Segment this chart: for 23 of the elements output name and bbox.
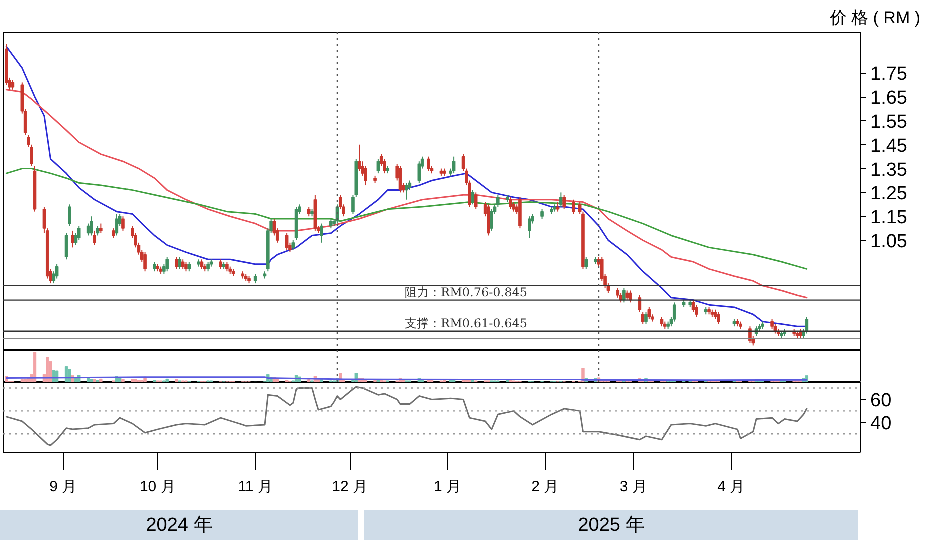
y-tick-label: 40 — [870, 414, 892, 435]
x-tick-label: 11 月 — [238, 478, 273, 496]
ref-line-label: 支撑：RM0.61-0.645 — [405, 316, 528, 330]
ref-line-label: 阻力：RM0.76-0.845 — [405, 285, 528, 300]
y-tick-label: 1.75 — [870, 64, 908, 86]
x-tick-label: 10 月 — [140, 478, 176, 496]
y-tick-label: 1.55 — [870, 112, 908, 133]
text: 2024 年 — [146, 515, 213, 536]
text: 2025 年 — [578, 515, 645, 536]
x-tick-label: 1 月 — [434, 478, 462, 496]
y-axis-title: 价 格 ( RM ) — [828, 8, 921, 28]
y-tick-label: 60 — [870, 390, 892, 412]
y-tick-label: 1.15 — [870, 208, 908, 229]
x-tick-label: 3 月 — [620, 478, 648, 496]
y-tick-label: 1.35 — [870, 160, 908, 181]
y-tick-label: 1.25 — [870, 184, 908, 205]
y-tick-label: 1.45 — [870, 136, 908, 157]
x-tick-label: 2 月 — [532, 478, 560, 496]
x-tick-label: 4 月 — [718, 478, 746, 496]
y-tick-label: 1.05 — [870, 232, 908, 253]
x-tick-label: 12 月 — [332, 478, 368, 496]
y-tick-label: 1.65 — [870, 88, 908, 110]
x-tick-label: 9 月 — [50, 478, 78, 496]
